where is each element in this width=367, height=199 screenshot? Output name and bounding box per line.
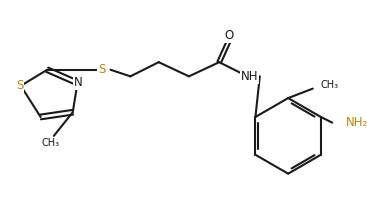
Text: CH₃: CH₃ [41,139,59,148]
Text: S: S [16,79,23,92]
Text: NH₂: NH₂ [345,116,367,129]
Text: N: N [74,76,83,90]
Text: CH₃: CH₃ [320,80,338,90]
Text: O: O [224,29,233,42]
Text: S: S [98,63,106,76]
Text: NH: NH [241,70,258,83]
